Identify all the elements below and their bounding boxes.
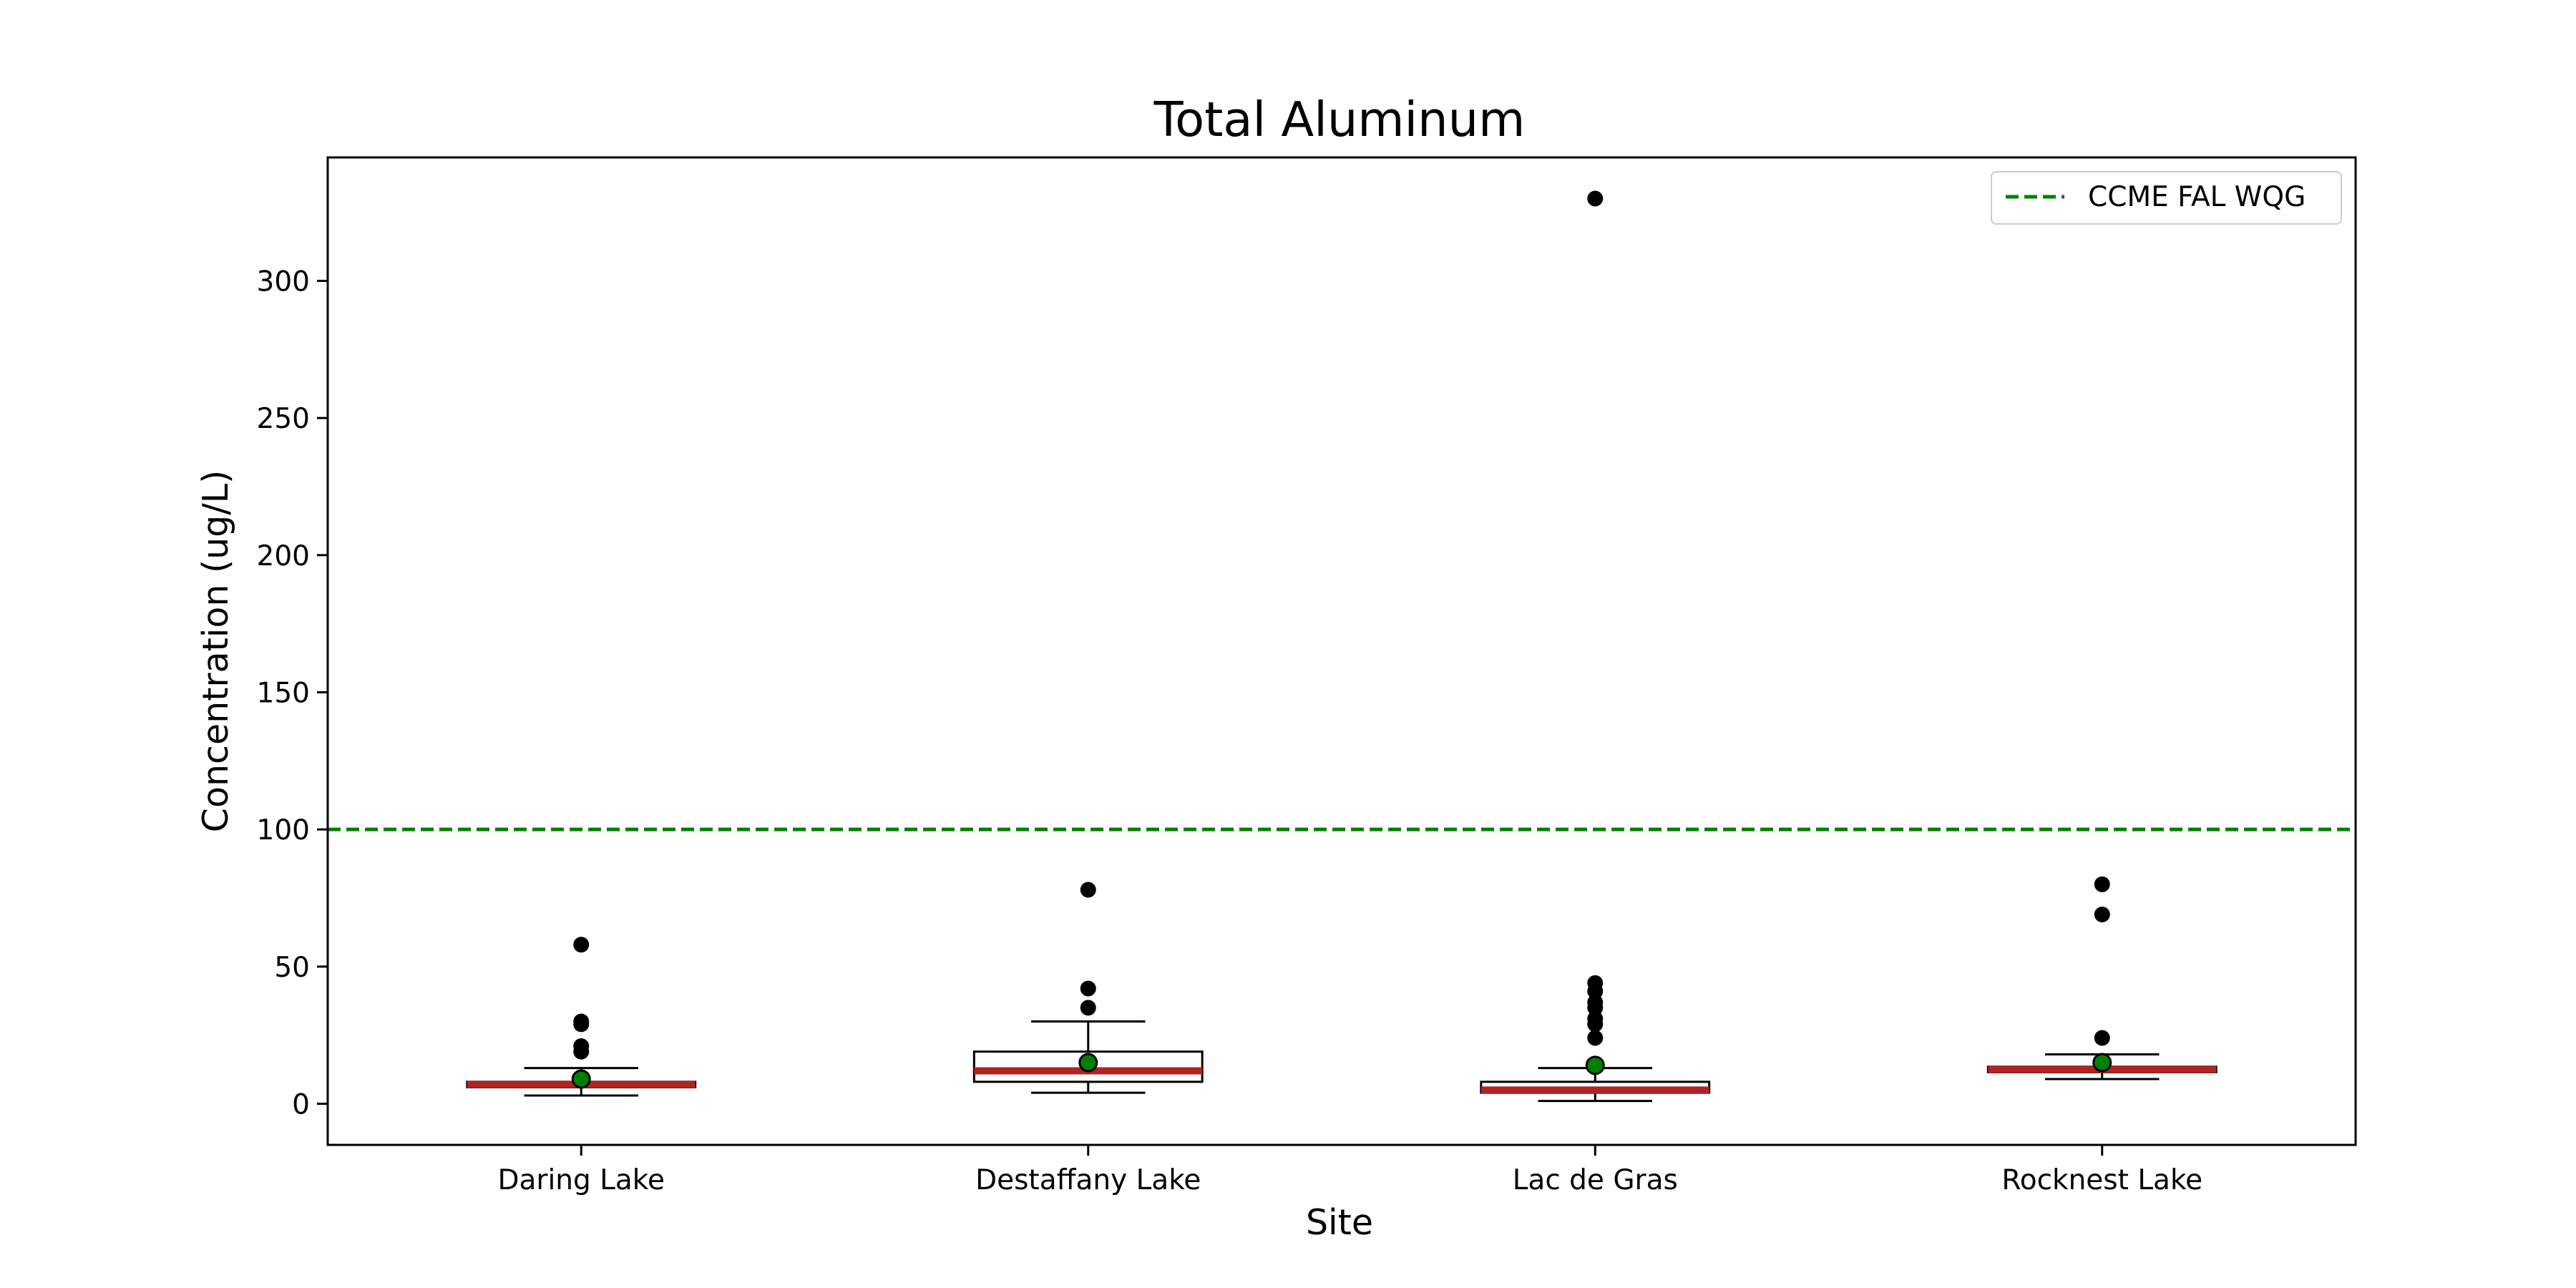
x-axis-label: Site xyxy=(1306,1202,1373,1243)
outlier-point xyxy=(1587,1000,1604,1016)
outlier-point xyxy=(2094,876,2110,892)
y-tick-label: 250 xyxy=(257,403,310,435)
outlier-point xyxy=(1080,980,1096,997)
box-group xyxy=(1480,190,1711,1103)
outlier-point xyxy=(1080,1000,1096,1016)
box-group xyxy=(466,937,697,1097)
y-tick-label: 300 xyxy=(257,266,310,298)
x-tick-label: Lac de Gras xyxy=(1513,1164,1678,1196)
mean-marker xyxy=(1585,1055,1605,1075)
y-tick-label: 200 xyxy=(257,540,310,572)
legend-label: CCME FAL WQG xyxy=(2088,181,2306,213)
mean-marker xyxy=(571,1069,591,1089)
x-tick-label: Rocknest Lake xyxy=(2001,1164,2202,1196)
chart-title: Total Aluminum xyxy=(1153,92,1526,147)
legend: CCME FAL WQG xyxy=(1991,171,2342,225)
x-axis: Daring Lake Destaffany Lake Lac de Gras Roc… xyxy=(498,1145,2202,1196)
x-tick-label: Daring Lake xyxy=(498,1164,665,1196)
outlier-point xyxy=(1587,983,1604,1000)
y-tick-label: 100 xyxy=(257,814,310,847)
outlier-point xyxy=(1587,1030,1604,1046)
box-group xyxy=(972,882,1204,1094)
legend-frame xyxy=(1991,171,2342,225)
outlier-point xyxy=(573,937,590,953)
outlier-point xyxy=(573,1043,590,1060)
y-axis-label: Concentration (ug/L) xyxy=(195,470,236,832)
mean-marker xyxy=(1078,1053,1098,1073)
y-tick-label: 50 xyxy=(274,952,310,984)
outlier-point xyxy=(1587,190,1604,207)
plot-area xyxy=(328,190,2356,1103)
y-tick-label: 150 xyxy=(257,678,310,710)
y-tick-label: 0 xyxy=(292,1089,310,1121)
mean-marker xyxy=(2092,1053,2112,1073)
x-tick-label: Destaffany Lake xyxy=(975,1164,1201,1196)
outlier-point xyxy=(573,1016,590,1033)
plot-frame xyxy=(326,156,2357,1146)
outlier-point xyxy=(2094,907,2110,922)
outlier-point xyxy=(2094,1030,2110,1046)
y-axis: 0 50 100 150 200 250 300 xyxy=(257,266,328,1121)
outlier-point xyxy=(1587,1016,1604,1033)
outlier-point xyxy=(1080,882,1096,898)
box-group xyxy=(1986,876,2218,1080)
